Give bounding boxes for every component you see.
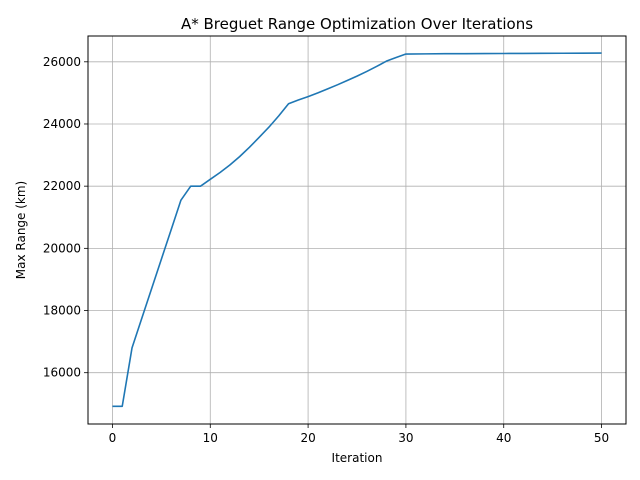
- y-tick-label: 24000: [43, 117, 81, 131]
- chart-title: A* Breguet Range Optimization Over Itera…: [181, 15, 533, 33]
- y-tick-label: 22000: [43, 179, 81, 193]
- grid: [88, 36, 626, 424]
- y-ticks: 16000 18000 20000 22000 24000 26000: [43, 55, 88, 380]
- x-axis-label: Iteration: [332, 451, 383, 465]
- x-tick-label: 30: [398, 431, 413, 445]
- x-ticks: 0 10 20 30 40 50: [109, 424, 609, 445]
- y-axis-label: Max Range (km): [14, 181, 28, 279]
- line-layer: [112, 52, 602, 408]
- y-tick-label: 20000: [43, 241, 81, 255]
- y-tick-label: 16000: [43, 366, 81, 380]
- x-tick-label: 10: [203, 431, 218, 445]
- x-tick-label: 0: [109, 431, 117, 445]
- x-tick-label: 50: [594, 431, 609, 445]
- series-line: [112, 52, 602, 408]
- y-tick-label: 18000: [43, 304, 81, 318]
- y-tick-label: 26000: [43, 55, 81, 69]
- x-tick-label: 20: [300, 431, 315, 445]
- x-tick-label: 40: [496, 431, 511, 445]
- plot-frame: [87, 35, 627, 425]
